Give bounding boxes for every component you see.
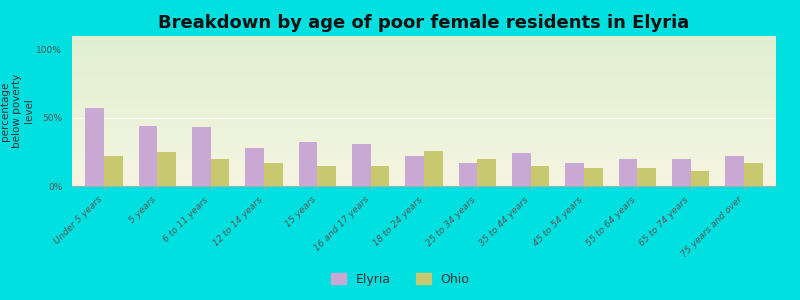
Bar [264,163,282,186]
Bar [298,142,318,186]
Title: Breakdown by age of poor female residents in Elyria: Breakdown by age of poor female resident… [158,14,690,32]
Bar [690,171,710,186]
Bar [512,153,530,186]
Bar [138,126,158,186]
Bar [246,148,264,186]
Bar [104,156,122,186]
Legend: Elyria, Ohio: Elyria, Ohio [326,268,474,291]
Bar [744,163,762,186]
Bar [192,128,210,186]
Bar [86,108,104,186]
Bar [210,159,230,186]
Bar [530,166,550,186]
Bar [478,159,496,186]
Bar [406,156,424,186]
Bar [566,163,584,186]
Bar [352,144,370,186]
Y-axis label: percentage
below poverty
level: percentage below poverty level [1,74,34,148]
Bar [726,156,744,186]
Bar [584,168,602,186]
Bar [370,166,390,186]
Bar [318,166,336,186]
Bar [638,168,656,186]
Bar [672,159,690,186]
Bar [458,163,478,186]
Bar [618,159,638,186]
Bar [424,151,442,186]
Bar [158,152,176,186]
